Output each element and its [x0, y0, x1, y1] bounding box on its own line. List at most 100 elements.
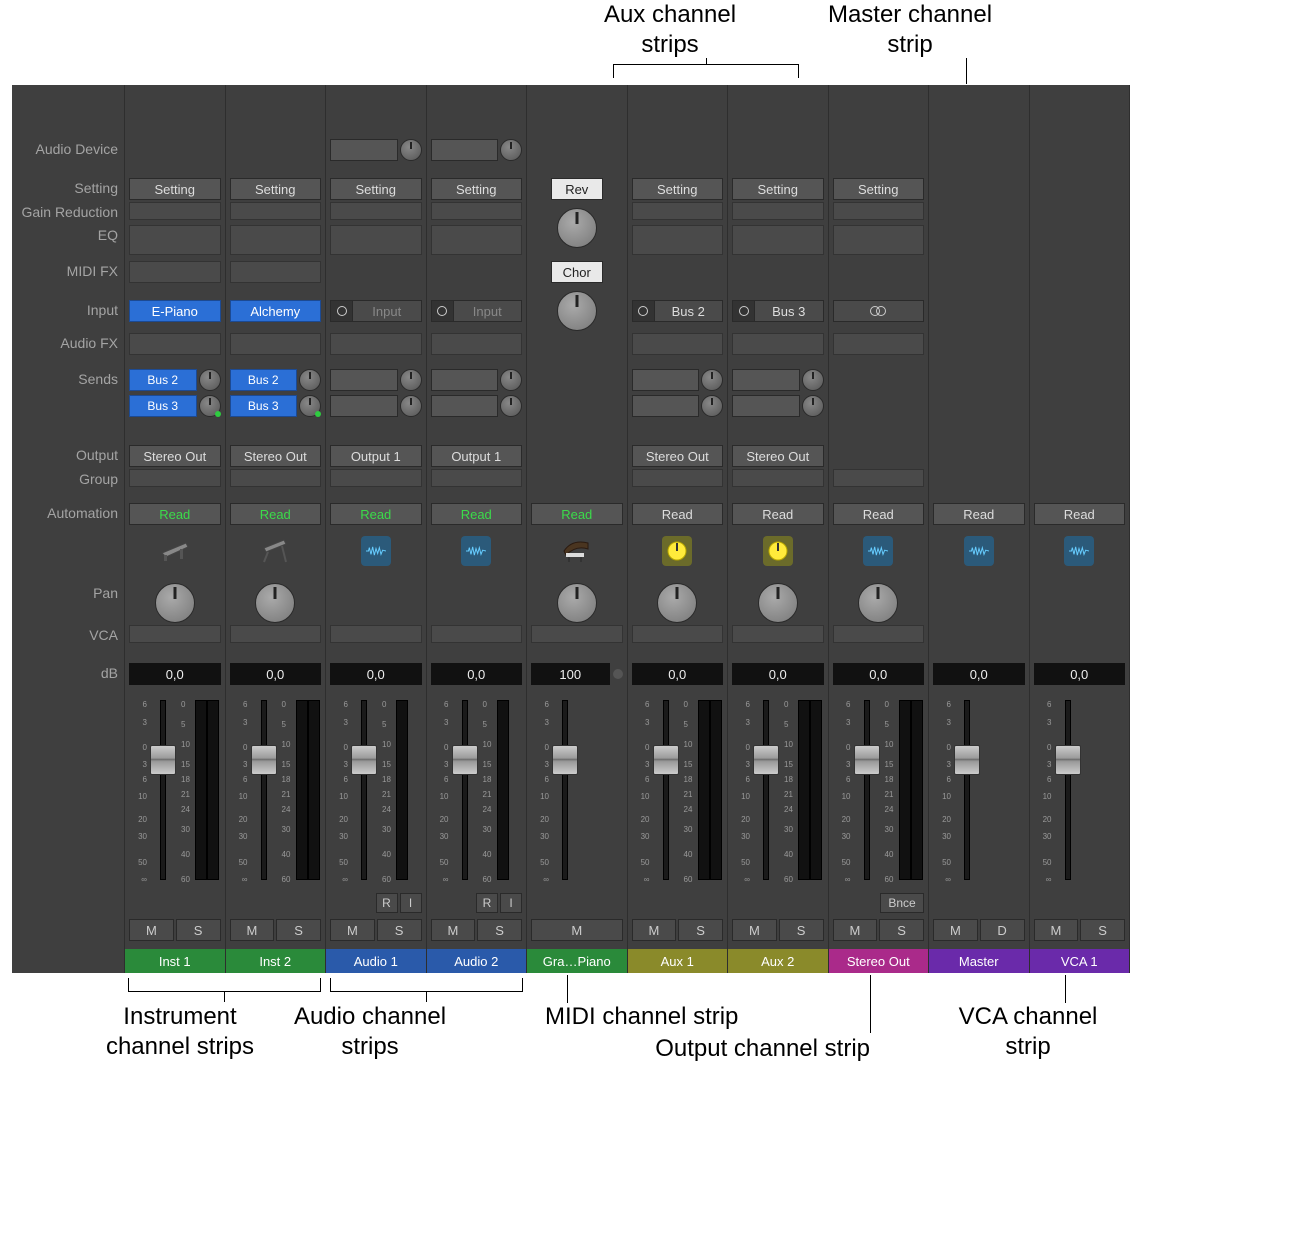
chorus-knob[interactable]: [557, 291, 597, 331]
volume-fader[interactable]: [252, 700, 276, 880]
solo-button[interactable]: S: [678, 919, 723, 941]
mute-button[interactable]: M: [632, 919, 677, 941]
mute-button[interactable]: M: [129, 919, 174, 941]
automation-mode[interactable]: Read: [732, 503, 824, 525]
eq-slot[interactable]: [230, 225, 322, 255]
automation-mode[interactable]: Read: [129, 503, 221, 525]
input-slot[interactable]: Input: [431, 300, 523, 322]
automation-mode[interactable]: Read: [230, 503, 322, 525]
send-knob[interactable]: [299, 369, 321, 391]
mute-button[interactable]: M: [833, 919, 878, 941]
channel-name[interactable]: Inst 2: [226, 949, 326, 973]
audio-fx-slot[interactable]: [833, 333, 925, 355]
audio-fx-slot[interactable]: [230, 333, 322, 355]
midi-fx-slot[interactable]: [129, 261, 221, 283]
automation-mode[interactable]: Read: [632, 503, 724, 525]
channel-name[interactable]: Audio 1: [326, 949, 426, 973]
input-monitor-button[interactable]: I: [500, 893, 522, 913]
output-slot[interactable]: Stereo Out: [632, 445, 724, 467]
volume-fader[interactable]: [955, 700, 979, 880]
track-icon[interactable]: [728, 533, 828, 569]
db-value[interactable]: 0,0: [1034, 663, 1126, 685]
midi-fx-slot[interactable]: [230, 261, 322, 283]
input-slot[interactable]: Bus 2: [632, 300, 724, 322]
channel-name[interactable]: Audio 2: [427, 949, 527, 973]
setting-slot[interactable]: Setting: [632, 178, 724, 200]
db-value[interactable]: 0,0: [330, 663, 422, 685]
group-slot[interactable]: [732, 469, 824, 487]
setting-slot[interactable]: Setting: [230, 178, 322, 200]
pan-knob[interactable]: [858, 583, 898, 623]
send-knob[interactable]: [199, 395, 221, 417]
eq-slot[interactable]: [330, 225, 422, 255]
audio-fx-slot[interactable]: [632, 333, 724, 355]
send-knob[interactable]: [802, 369, 824, 391]
send-slot[interactable]: [431, 369, 523, 391]
volume-fader[interactable]: [855, 700, 879, 880]
input-slot[interactable]: [833, 300, 925, 322]
setting-slot[interactable]: Setting: [129, 178, 221, 200]
pan-knob[interactable]: [657, 583, 697, 623]
automation-mode[interactable]: Read: [833, 503, 925, 525]
vca-slot[interactable]: [531, 625, 623, 643]
channel-name[interactable]: Gra…Piano: [527, 949, 627, 973]
send-knob[interactable]: [500, 369, 522, 391]
db-value[interactable]: 0,0: [230, 663, 322, 685]
input-slot[interactable]: E-Piano: [129, 300, 221, 322]
audio-fx-slot[interactable]: [431, 333, 523, 355]
vca-slot[interactable]: [833, 625, 925, 643]
send-slot[interactable]: [632, 395, 724, 417]
track-icon[interactable]: [628, 533, 728, 569]
db-value[interactable]: 0,0: [129, 663, 221, 685]
group-slot[interactable]: [833, 469, 925, 487]
solo-button[interactable]: S: [276, 919, 321, 941]
automation-mode[interactable]: Read: [330, 503, 422, 525]
reverb-knob[interactable]: [557, 208, 597, 248]
bounce-button[interactable]: Bnce: [880, 893, 924, 913]
input-slot[interactable]: Bus 3: [732, 300, 824, 322]
group-slot[interactable]: [431, 469, 523, 487]
send-slot[interactable]: [732, 395, 824, 417]
db-value[interactable]: 100: [531, 663, 610, 685]
output-slot[interactable]: Stereo Out: [732, 445, 824, 467]
record-enable-button[interactable]: R: [376, 893, 398, 913]
channel-name[interactable]: Aux 2: [728, 949, 828, 973]
eq-slot[interactable]: [129, 225, 221, 255]
audio-device-slot[interactable]: [431, 139, 523, 161]
volume-fader[interactable]: [453, 700, 477, 880]
track-icon[interactable]: [829, 533, 929, 569]
output-slot[interactable]: Stereo Out: [230, 445, 322, 467]
track-icon[interactable]: [929, 533, 1029, 569]
output-slot[interactable]: Output 1: [330, 445, 422, 467]
volume-fader[interactable]: [754, 700, 778, 880]
vca-slot[interactable]: [732, 625, 824, 643]
automation-mode[interactable]: Read: [933, 503, 1025, 525]
db-value[interactable]: 0,0: [933, 663, 1025, 685]
eq-slot[interactable]: [632, 225, 724, 255]
pan-knob[interactable]: [758, 583, 798, 623]
audio-fx-slot[interactable]: [129, 333, 221, 355]
send-slot[interactable]: Bus 3: [230, 395, 322, 417]
mute-button[interactable]: M: [1034, 919, 1079, 941]
db-value[interactable]: 0,0: [431, 663, 523, 685]
group-slot[interactable]: [230, 469, 322, 487]
send-knob[interactable]: [400, 395, 422, 417]
send-slot[interactable]: [330, 369, 422, 391]
vca-slot[interactable]: [330, 625, 422, 643]
solo-button[interactable]: S: [176, 919, 221, 941]
chorus-slot[interactable]: Chor: [551, 261, 603, 283]
send-slot[interactable]: Bus 3: [129, 395, 221, 417]
pan-knob[interactable]: [557, 583, 597, 623]
pan-knob[interactable]: [155, 583, 195, 623]
send-slot[interactable]: Bus 2: [129, 369, 221, 391]
eq-slot[interactable]: [732, 225, 824, 255]
setting-slot[interactable]: Setting: [833, 178, 925, 200]
solo-button[interactable]: S: [477, 919, 522, 941]
mute-button[interactable]: M: [330, 919, 375, 941]
channel-name[interactable]: Master: [929, 949, 1029, 973]
volume-fader[interactable]: [352, 700, 376, 880]
track-icon[interactable]: [226, 533, 326, 569]
channel-name[interactable]: Stereo Out: [829, 949, 929, 973]
track-icon[interactable]: [125, 533, 225, 569]
track-icon[interactable]: [427, 533, 527, 569]
